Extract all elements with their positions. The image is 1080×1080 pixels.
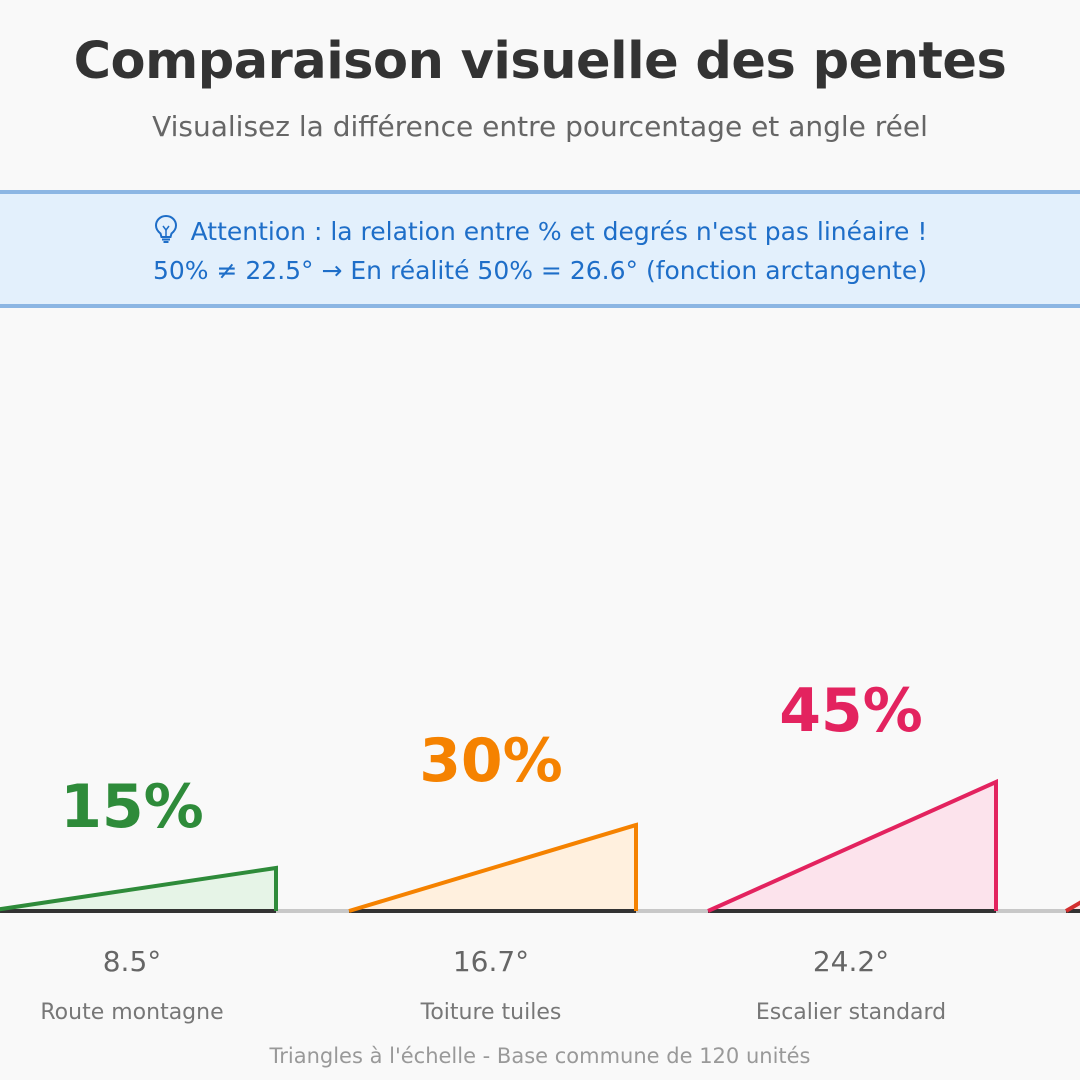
- angle-value: 24.2°: [813, 945, 889, 978]
- slope-label: Route montagne: [40, 1000, 223, 1025]
- slope-label: Toiture tuiles: [420, 1000, 562, 1025]
- notice-text-1: Attention : la relation entre % et degré…: [190, 217, 928, 246]
- triangle-30-percent: 30% 16.7° Toiture tuiles: [348, 726, 638, 1025]
- angle-value: 8.5°: [103, 945, 162, 978]
- notice-line-1: Attention : la relation entre % et degré…: [0, 214, 1080, 246]
- percent-label: 15%: [60, 772, 204, 842]
- triangle-15-percent: 15% 8.5° Route montagne: [0, 772, 278, 1025]
- lightbulb-icon: [154, 214, 177, 243]
- percent-label: 45%: [779, 676, 923, 746]
- slope-label: Escalier standard: [756, 1000, 946, 1025]
- scale-footnote: Triangles à l'échelle - Base commune de …: [269, 1044, 811, 1068]
- page-subtitle: Visualisez la différence entre pourcenta…: [152, 110, 928, 143]
- percent-label: 30%: [419, 726, 563, 796]
- notice-line-2: 50% ≠ 22.5° → En réalité 50% = 26.6° (fo…: [152, 256, 928, 285]
- triangle-partial-offscreen: [1064, 900, 1080, 913]
- angle-value: 16.7°: [453, 945, 529, 978]
- page-title: Comparaison visuelle des pentes: [73, 32, 1007, 91]
- triangle-45-percent: 45% 24.2° Escalier standard: [707, 676, 998, 1025]
- warning-notice: Attention : la relation entre % et degré…: [0, 190, 1080, 308]
